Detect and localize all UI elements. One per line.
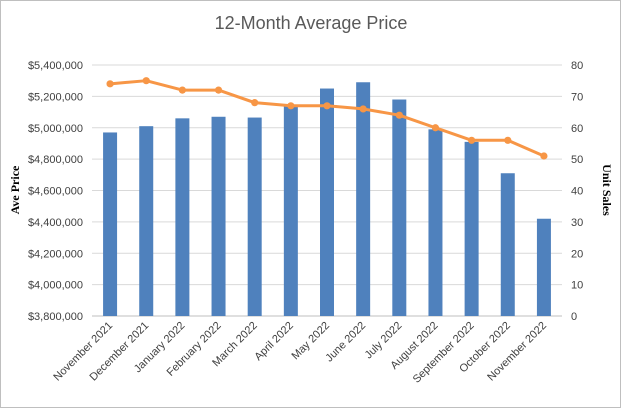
line-point — [251, 99, 259, 107]
bar — [536, 218, 551, 316]
chart-title: 12-Month Average Price — [215, 13, 408, 33]
y2-tick-label: 60 — [571, 123, 583, 135]
y-tick-label: $3,800,000 — [28, 311, 83, 323]
y2-tick-label: 70 — [571, 91, 583, 103]
left-axis-ticks: $3,800,000 $4,000,000 $4,200,000 $4,400,000… — [28, 60, 83, 323]
y2-tick-label: 40 — [571, 186, 583, 198]
line-point — [323, 102, 331, 110]
right-axis-title: Unit Sales — [600, 164, 614, 216]
y-tick-label: $4,000,000 — [28, 280, 83, 292]
bar — [103, 132, 118, 316]
bar — [211, 116, 226, 316]
bar — [320, 88, 334, 316]
line-point — [359, 105, 367, 113]
line-point — [142, 77, 150, 85]
y-tick-label: $4,200,000 — [28, 248, 83, 260]
line-point — [214, 86, 223, 94]
left-axis-title: Ave Price — [8, 165, 22, 214]
bar — [500, 173, 515, 316]
y-tick-label: $5,200,000 — [28, 91, 83, 103]
line-point — [468, 136, 476, 144]
y2-tick-label: 30 — [571, 217, 583, 229]
y2-tick-label: 10 — [571, 280, 583, 292]
y-tick-label: $4,800,000 — [28, 154, 83, 166]
bar — [392, 99, 407, 316]
y-tick-label: $4,600,000 — [28, 186, 83, 198]
bar — [175, 118, 190, 317]
y-tick-label: $4,400,000 — [28, 217, 83, 229]
y2-tick-label: 80 — [571, 60, 583, 72]
x-tick-label: April 2022 — [252, 320, 296, 364]
x-tick-label: September 2022 — [411, 320, 477, 386]
line-point — [504, 136, 512, 144]
x-tick-label: November 2021 — [51, 320, 115, 384]
y-tick-label: $5,000,000 — [28, 123, 83, 135]
line-point — [395, 111, 403, 119]
line-point — [178, 86, 186, 94]
y2-tick-label: 0 — [571, 311, 577, 323]
line-point — [287, 102, 295, 110]
bar — [356, 82, 371, 316]
bar — [428, 129, 443, 316]
bar — [464, 141, 479, 316]
y2-tick-label: 20 — [571, 248, 583, 260]
line-point — [540, 152, 548, 160]
y2-tick-label: 50 — [571, 154, 583, 166]
right-axis-ticks: 0 10 20 30 40 50 60 70 80 — [571, 60, 583, 323]
line-point — [431, 124, 440, 132]
bar — [283, 105, 298, 316]
line-point — [106, 80, 114, 88]
bar-series — [103, 82, 551, 317]
line-series — [106, 77, 548, 160]
bar — [139, 126, 154, 317]
y-tick-label: $5,400,000 — [28, 60, 83, 72]
bar — [247, 117, 262, 316]
